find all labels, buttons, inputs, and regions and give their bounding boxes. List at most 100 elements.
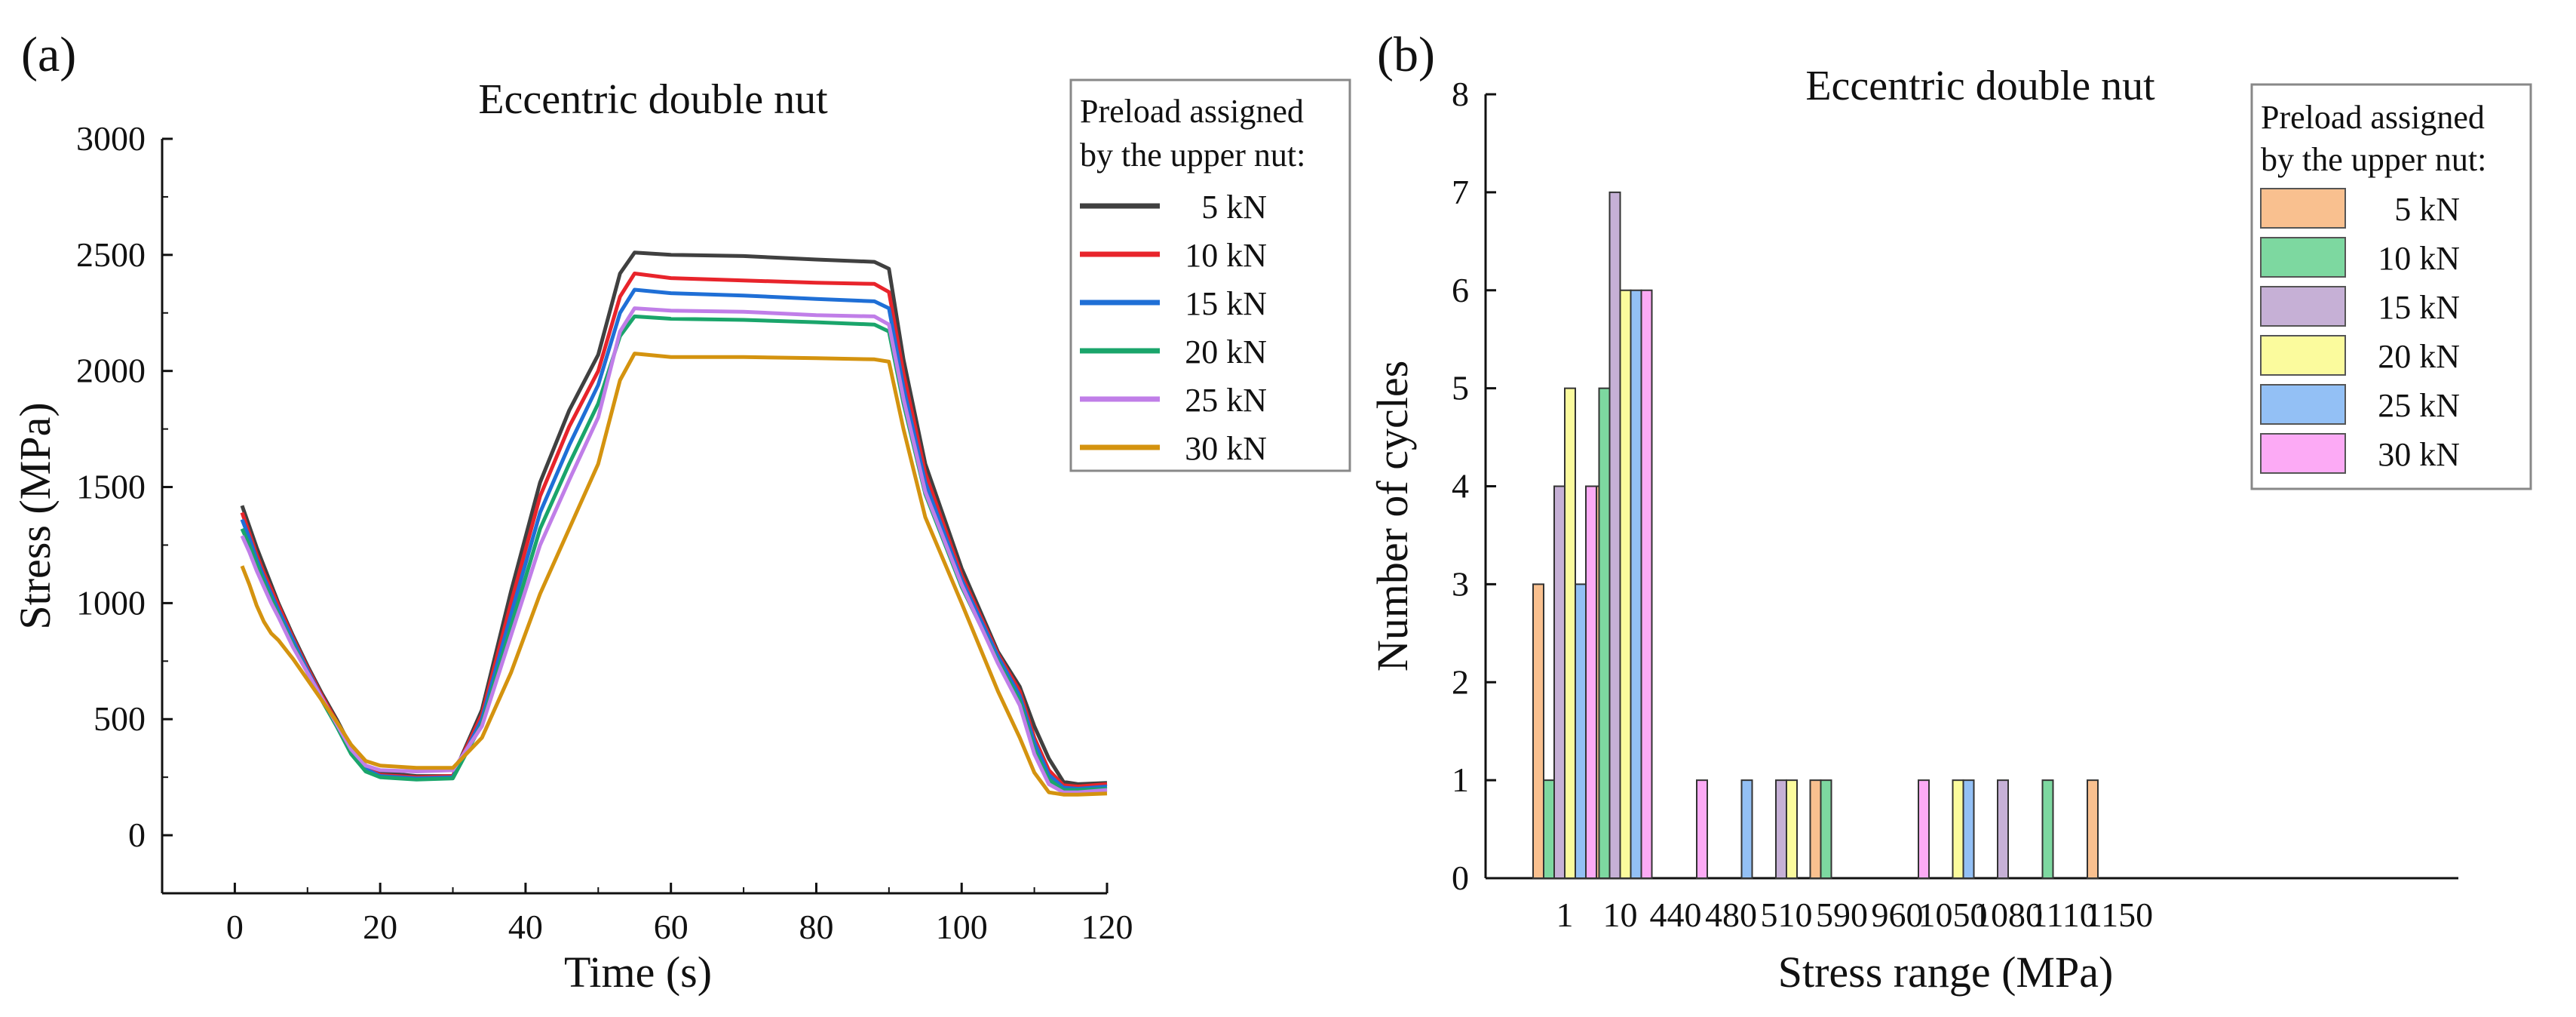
legend-label: 30 kN: [1185, 430, 1267, 467]
panel-b-x-tick-label: 960: [1872, 896, 1924, 934]
panel-b-x-tick-label: 1110: [2030, 896, 2097, 934]
panel-a-legend-title-2: by the upper nut:: [1080, 137, 1305, 174]
bar-25-kN: [1740, 779, 1753, 879]
panel-a-legend-box: [1069, 78, 1351, 472]
legend-label: 15 kN: [1185, 285, 1267, 322]
panel-a-y-tick-label: 2500: [76, 235, 146, 274]
panel-b-x-tick-label: 1080: [1973, 896, 2043, 934]
bar-20-kN: [1952, 779, 1964, 879]
bar-30-kN: [1585, 485, 1597, 879]
bar-10-kN: [1543, 779, 1555, 879]
bar-20-kN: [1564, 387, 1576, 879]
panel-a-x-tick-label: 0: [226, 908, 244, 946]
panel-a-x-tick-label: 100: [936, 908, 988, 946]
panel-a-y-tick-label: 1000: [76, 583, 146, 622]
bar-30-kN: [1640, 289, 1653, 879]
panel-b-y-tick-label: 7: [1452, 173, 1469, 211]
legend-label: 20 kN: [2378, 338, 2460, 375]
series-line-10-kN: [240, 272, 1108, 788]
panel-a-legend-items: 5 kN 10 kN 15 kN 20 kN 25 kN 30 kN: [1080, 189, 1267, 467]
panel-a: (a) Eccentric double nut Time (s) Stress…: [11, 27, 1351, 997]
panel-a-y-tick-label: 3000: [76, 119, 146, 158]
bar-5-kN: [1809, 779, 1822, 879]
panel-b-y-tick-label: 2: [1452, 662, 1469, 701]
bar-5-kN: [1532, 583, 1544, 879]
legend-label: 25 kN: [1185, 382, 1267, 419]
series-line-25-kN: [240, 306, 1108, 794]
panel-a-legend: Preload assigned by the upper nut: 5 kN 1…: [1069, 78, 1351, 472]
panel-b-x-tick-label: 1: [1556, 896, 1574, 934]
legend-swatch-5-kN: [2260, 188, 2346, 229]
panel-a-y-tick-label: 2000: [76, 352, 146, 390]
panel-b-legend-title-1: Preload assigned: [2261, 99, 2485, 136]
panel-a-y-tick-label: 500: [94, 699, 146, 738]
legend-label: 10 kN: [2378, 240, 2460, 277]
legend-swatch-15-kN: [2260, 286, 2346, 327]
panel-b-x-tick-label: 590: [1816, 896, 1868, 934]
panel-a-plot: 0 500 1000 1500 2000 2500 3000 0 20 40 60 80 100 120: [76, 119, 1133, 946]
panel-b-y-tick-label: 0: [1452, 859, 1469, 897]
bar-30-kN: [1918, 779, 1930, 879]
panel-b-x-tick-label: 440: [1650, 896, 1702, 934]
panel-b: (b) Eccentric double nut Stress range (M…: [1368, 27, 2532, 997]
panel-a-ylabel: Stress (MPa): [11, 402, 60, 629]
panel-b-y-tick-label: 3: [1452, 564, 1469, 603]
series-line-5-kN: [240, 250, 1108, 786]
panel-b-y-tick-label: 6: [1452, 271, 1469, 309]
panel-b-y-tick-label: 5: [1452, 369, 1469, 407]
legend-swatch-30-kN: [2260, 433, 2346, 474]
bar-10-kN: [1598, 387, 1611, 879]
bar-10-kN: [1820, 779, 1832, 879]
panel-a-x-tick-label: 60: [654, 908, 688, 946]
bar-10-kN: [2041, 779, 2054, 879]
bar-25-kN: [1962, 779, 1975, 879]
series-line-20-kN: [240, 314, 1108, 792]
panel-a-x-tick-label: 80: [799, 908, 833, 946]
panel-b-y-tick-label: 4: [1452, 467, 1469, 505]
panel-a-title: Eccentric double nut: [478, 76, 828, 123]
panel-a-x-tick-label: 120: [1081, 908, 1133, 946]
bar-15-kN: [1553, 485, 1566, 879]
legend-label: 25 kN: [2378, 387, 2460, 424]
bar-20-kN: [1619, 289, 1632, 879]
panel-b-y-tick-label: 1: [1452, 760, 1469, 799]
panel-b-x-tick-label: 510: [1761, 896, 1813, 934]
legend-swatch-20-kN: [2260, 335, 2346, 376]
bar-20-kN: [1786, 779, 1798, 879]
bar-25-kN: [1575, 583, 1587, 879]
series-line-15-kN: [240, 287, 1108, 791]
series-line-30-kN: [240, 352, 1108, 797]
panel-b-xlabel: Stress range (MPa): [1778, 948, 2114, 997]
panel-b-title: Eccentric double nut: [1805, 63, 2155, 109]
legend-label: 5 kN: [2394, 191, 2460, 228]
panel-a-x-tick-label: 40: [508, 908, 543, 946]
panel-b-x-tick-label: 480: [1705, 896, 1757, 934]
bar-15-kN: [1997, 779, 2009, 879]
bar-25-kN: [1630, 289, 1642, 879]
panel-b-x-tick-label: 1050: [1918, 896, 1988, 934]
legend-swatch-10-kN: [2260, 237, 2346, 278]
panel-a-legend-title-1: Preload assigned: [1080, 93, 1304, 130]
panel-b-legend-title-2: by the upper nut:: [2261, 141, 2486, 178]
panel-b-y-tick-label: 8: [1452, 75, 1469, 113]
panel-a-xlabel: Time (s): [564, 948, 712, 997]
bar-15-kN: [1775, 779, 1787, 879]
legend-label: 5 kN: [1201, 189, 1267, 226]
legend-label: 15 kN: [2378, 289, 2460, 326]
legend-label: 20 kN: [1185, 333, 1267, 370]
panel-b-legend-items: 5 kN 10 kN 15 kN 20 kN 25 kN 30 kN: [2260, 188, 2460, 474]
panel-b-ylabel: Number of cycles: [1368, 361, 1417, 671]
panel-b-label: (b): [1377, 27, 1435, 82]
legend-label: 30 kN: [2378, 436, 2460, 473]
bar-15-kN: [1608, 191, 1621, 879]
panel-b-x-tick-label: 1150: [2085, 896, 2153, 934]
panel-b-x-tick-label: 10: [1603, 896, 1638, 934]
bar-5-kN: [2087, 779, 2099, 879]
panel-a-y-tick-label: 1500: [76, 468, 146, 506]
panel-a-label: (a): [21, 27, 76, 82]
bar-30-kN: [1696, 779, 1708, 879]
panel-a-x-tick-label: 20: [363, 908, 397, 946]
panel-b-legend: Preload assigned by the upper nut: 5 kN 1…: [2250, 83, 2532, 490]
